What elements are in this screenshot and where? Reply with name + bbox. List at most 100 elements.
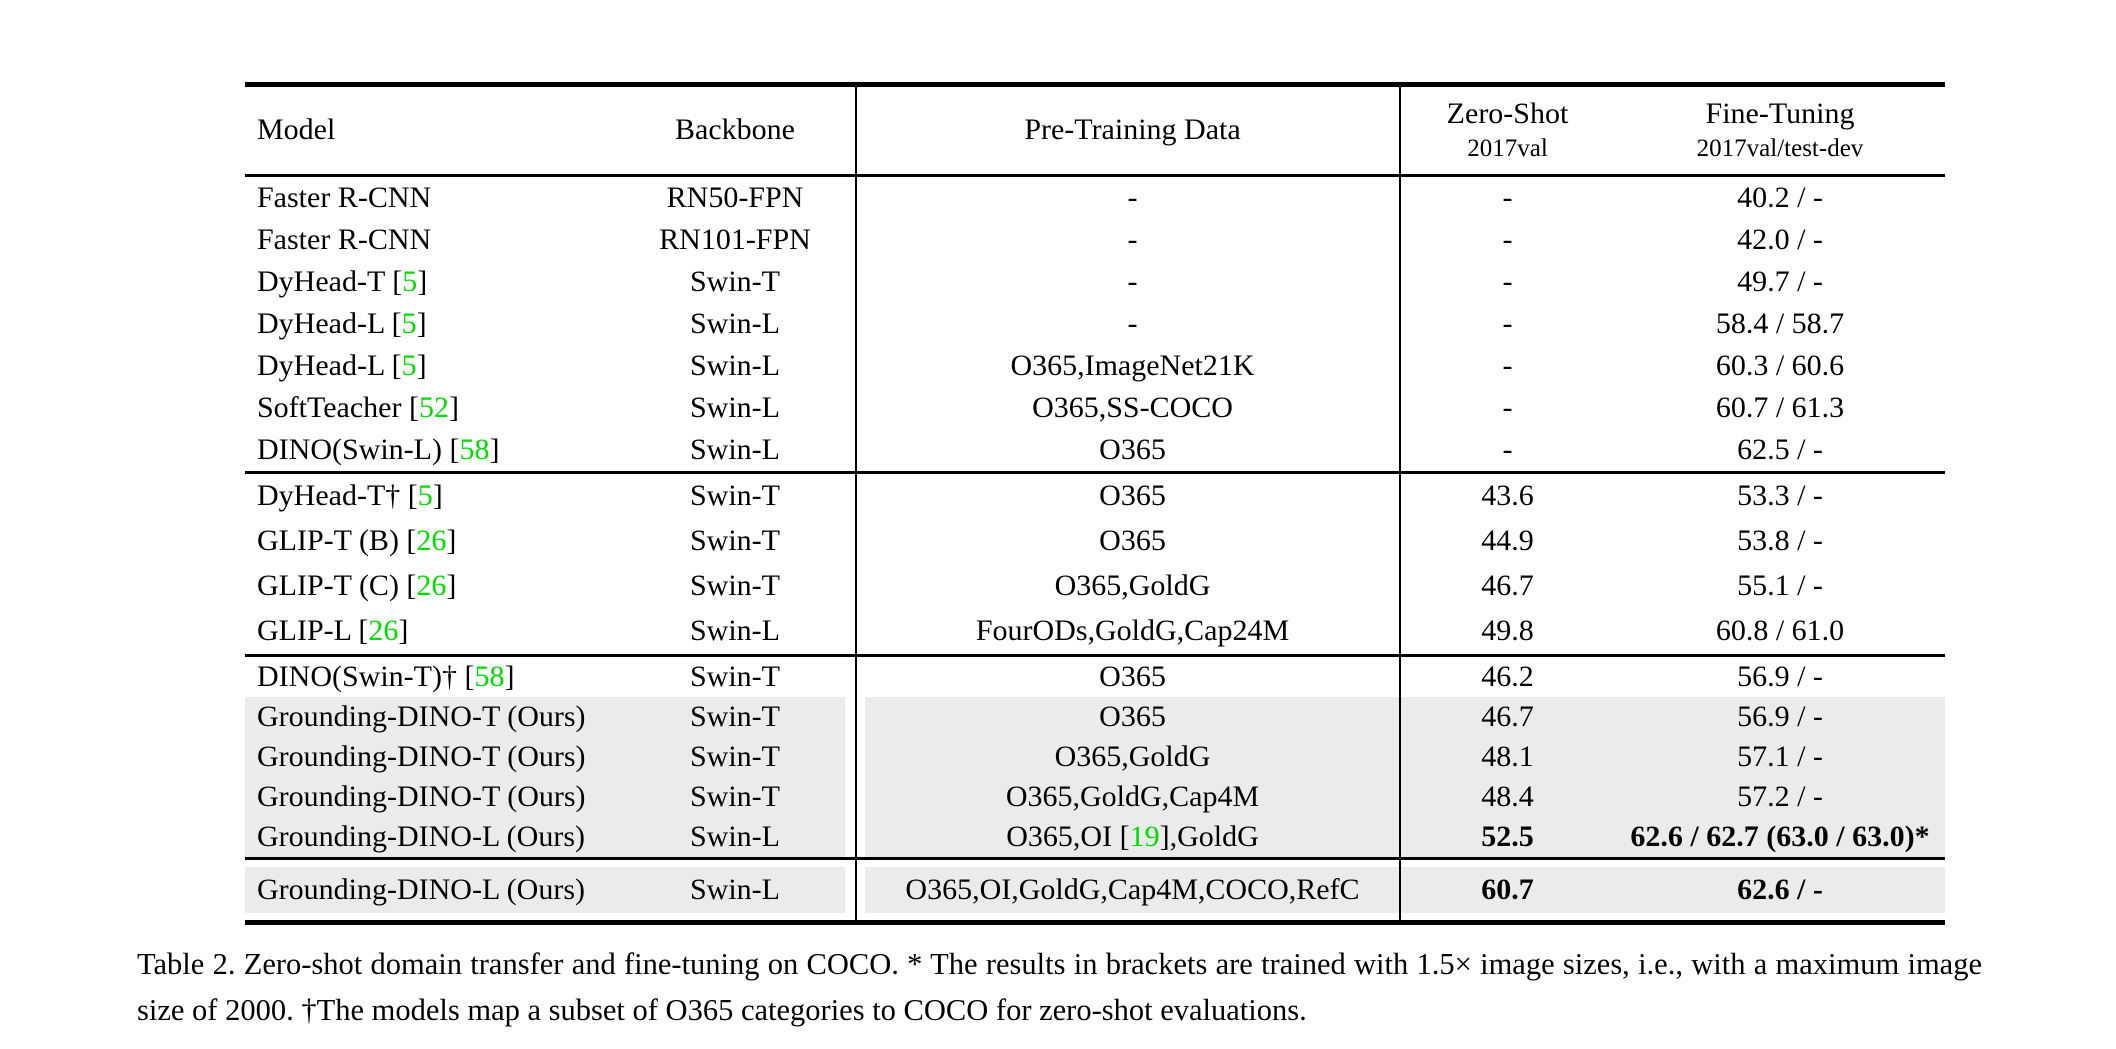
cell-backbone: Swin-L	[690, 614, 780, 648]
finetuning-header-title: Fine-Tuning	[1705, 96, 1855, 130]
table-row: GLIP-T (C) [26] Swin-T O365,GoldG 46.7 55.1 …	[245, 564, 1945, 609]
citation-reference: 19	[1129, 819, 1160, 853]
cell-zeroshot: 46.7	[1481, 569, 1534, 603]
table-row: Grounding-DINO-L (Ours) Swin-L O365,OI,Gol…	[245, 867, 1945, 913]
cell-model: Grounding-DINO-L (Ours)	[245, 817, 625, 857]
citation-reference: 5	[417, 479, 433, 513]
cell-pretraining: O365,ImageNet21K	[1010, 348, 1255, 382]
cell-zeroshot: 46.7	[1400, 697, 1615, 737]
table-header-row: Model Backbone Pre-Training Data Zero-Sh…	[245, 87, 1945, 174]
cell-finetuning: 55.1 / -	[1737, 569, 1823, 603]
cell-zeroshot: 49.8	[1481, 614, 1534, 648]
cell-model: DINO(Swin-L) [58]	[257, 432, 500, 466]
cell-backbone: Swin-T	[690, 264, 780, 298]
table-group-4: Grounding-DINO-L (Ours) Swin-L O365,OI,Gol…	[245, 867, 1945, 913]
table-row: GLIP-T (B) [26] Swin-T O365 44.9 53.8 / -	[245, 519, 1945, 564]
cell-zeroshot: 48.4	[1400, 777, 1615, 817]
cell-backbone: Swin-T	[690, 524, 780, 558]
cell-finetuning: 57.2 / -	[1615, 777, 1945, 817]
table-row: Faster R-CNN RN50-FPN - - 40.2 / -	[245, 177, 1945, 219]
cell-finetuning: 62.6 / -	[1615, 867, 1945, 913]
table-caption: Table 2. Zero-shot domain transfer and f…	[137, 947, 1982, 1027]
column-header-finetuning: Fine-Tuning 2017val/test-dev	[1615, 97, 1945, 164]
cell-pretraining: -	[1127, 306, 1138, 340]
table-group-2: DyHead-T† [5] Swin-T O365 43.6 53.3 / - GLIP-…	[245, 474, 1945, 654]
cell-model: DyHead-T† [5]	[257, 479, 443, 513]
cell-pretraining: O365,OI [19],GoldG	[865, 817, 1400, 857]
column-header-model: Model	[257, 113, 336, 147]
cell-pretraining: -	[1127, 222, 1138, 256]
citation-reference: 26	[416, 524, 447, 558]
cell-finetuning: 56.9 / -	[1737, 659, 1823, 693]
cell-finetuning: 53.3 / -	[1737, 479, 1823, 513]
group-separator-rule	[245, 654, 1945, 657]
cell-backbone: RN101-FPN	[659, 222, 811, 256]
cell-model: DyHead-L [5]	[257, 306, 427, 340]
cell-backbone: Swin-L	[625, 867, 845, 913]
cell-zeroshot: -	[1502, 390, 1513, 424]
citation-reference: 5	[401, 348, 417, 382]
cell-zeroshot: -	[1502, 348, 1513, 382]
cell-model: DINO(Swin-T)† [58]	[257, 659, 515, 693]
table-row: DyHead-T [5] Swin-T - - 49.7 / -	[245, 261, 1945, 303]
cell-model: Faster R-CNN	[257, 222, 432, 256]
table-row: Grounding-DINO-T (Ours) Swin-T O365,GoldG 4…	[245, 737, 1945, 777]
cell-finetuning: 62.6 / 62.7 (63.0 / 63.0)*	[1615, 817, 1945, 857]
table-top-rule	[245, 82, 1945, 87]
citation-reference: 26	[416, 569, 447, 603]
group-separator-rule	[245, 857, 1945, 860]
table-row: DyHead-L [5] Swin-L - - 58.4 / 58.7	[245, 303, 1945, 345]
table-group-1: Faster R-CNN RN50-FPN - -40.2 / - Faster R-C…	[245, 177, 1945, 471]
cell-pretraining: O365,GoldG	[1054, 569, 1211, 603]
cell-pretraining: -	[1127, 180, 1138, 214]
cell-model: Grounding-DINO-T (Ours)	[245, 777, 625, 817]
cell-zeroshot: 46.2	[1481, 659, 1534, 693]
cell-backbone: Swin-L	[625, 817, 845, 857]
cell-finetuning: 60.7 / 61.3	[1715, 390, 1845, 424]
cell-pretraining: O365,GoldG,Cap4M	[865, 777, 1400, 817]
cell-model: DyHead-L [5]	[257, 348, 427, 382]
results-table: Model Backbone Pre-Training Data Zero-Sh…	[245, 82, 1945, 925]
cell-model: GLIP-T (C) [26]	[257, 569, 457, 603]
cell-backbone: Swin-L	[690, 390, 780, 424]
table-row: Grounding-DINO-L (Ours) Swin-L O365,OI [19…	[245, 817, 1945, 857]
cell-backbone: Swin-T	[690, 569, 780, 603]
cell-backbone: Swin-L	[690, 306, 780, 340]
zeroshot-header-title: Zero-Shot	[1446, 96, 1569, 130]
cell-pretraining: O365,OI,GoldG,Cap4M,COCO,RefC	[865, 867, 1400, 913]
cell-zeroshot: -	[1502, 222, 1513, 256]
citation-reference: 58	[459, 432, 490, 466]
table-row: Faster R-CNN RN101-FPN - - 42.0 / -	[245, 219, 1945, 261]
cell-zeroshot: -	[1502, 180, 1513, 214]
table-row: DyHead-T† [5] Swin-T O365 43.6 53.3 / -	[245, 474, 1945, 519]
table-row: SoftTeacher [52] Swin-L O365,SS-COCO - 60.7 …	[245, 387, 1945, 429]
column-header-zeroshot: Zero-Shot 2017val	[1400, 97, 1615, 164]
cell-backbone: Swin-T	[625, 697, 845, 737]
cell-model: Grounding-DINO-T (Ours)	[245, 697, 625, 737]
cell-finetuning: 60.8 / 61.0	[1715, 614, 1845, 648]
cell-model: GLIP-T (B) [26]	[257, 524, 457, 558]
table-row: DINO(Swin-L) [58] Swin-L O365 - 62.5 / -	[245, 429, 1945, 471]
cell-finetuning: 58.4 / 58.7	[1715, 306, 1845, 340]
cell-pretraining: O365	[1099, 659, 1166, 693]
cell-model: Grounding-DINO-T (Ours)	[245, 737, 625, 777]
cell-zeroshot: -	[1502, 264, 1513, 298]
cell-backbone: RN50-FPN	[666, 180, 804, 214]
table-row: Grounding-DINO-T (Ours) Swin-T O365,GoldG,…	[245, 777, 1945, 817]
cell-backbone: Swin-L	[690, 348, 780, 382]
cell-backbone: Swin-T	[625, 737, 845, 777]
cell-finetuning: 57.1 / -	[1615, 737, 1945, 777]
citation-reference: 58	[474, 659, 505, 693]
cell-backbone: Swin-T	[690, 659, 780, 693]
cell-zeroshot: 48.1	[1400, 737, 1615, 777]
cell-zeroshot: 44.9	[1481, 524, 1534, 558]
cell-model: Faster R-CNN	[257, 180, 432, 214]
table-row: Grounding-DINO-T (Ours) Swin-T O365 46.7 56.…	[245, 697, 1945, 737]
cell-finetuning: 42.0 / -	[1737, 222, 1823, 256]
cell-pretraining: O365,SS-COCO	[1032, 390, 1233, 424]
column-header-backbone: Backbone	[675, 113, 795, 147]
citation-reference: 26	[368, 614, 399, 648]
cell-model: DyHead-T [5]	[257, 264, 428, 298]
table-row: GLIP-L [26] Swin-L FourODs,GoldG,Cap24M 49.…	[245, 609, 1945, 654]
cell-backbone: Swin-T	[625, 777, 845, 817]
